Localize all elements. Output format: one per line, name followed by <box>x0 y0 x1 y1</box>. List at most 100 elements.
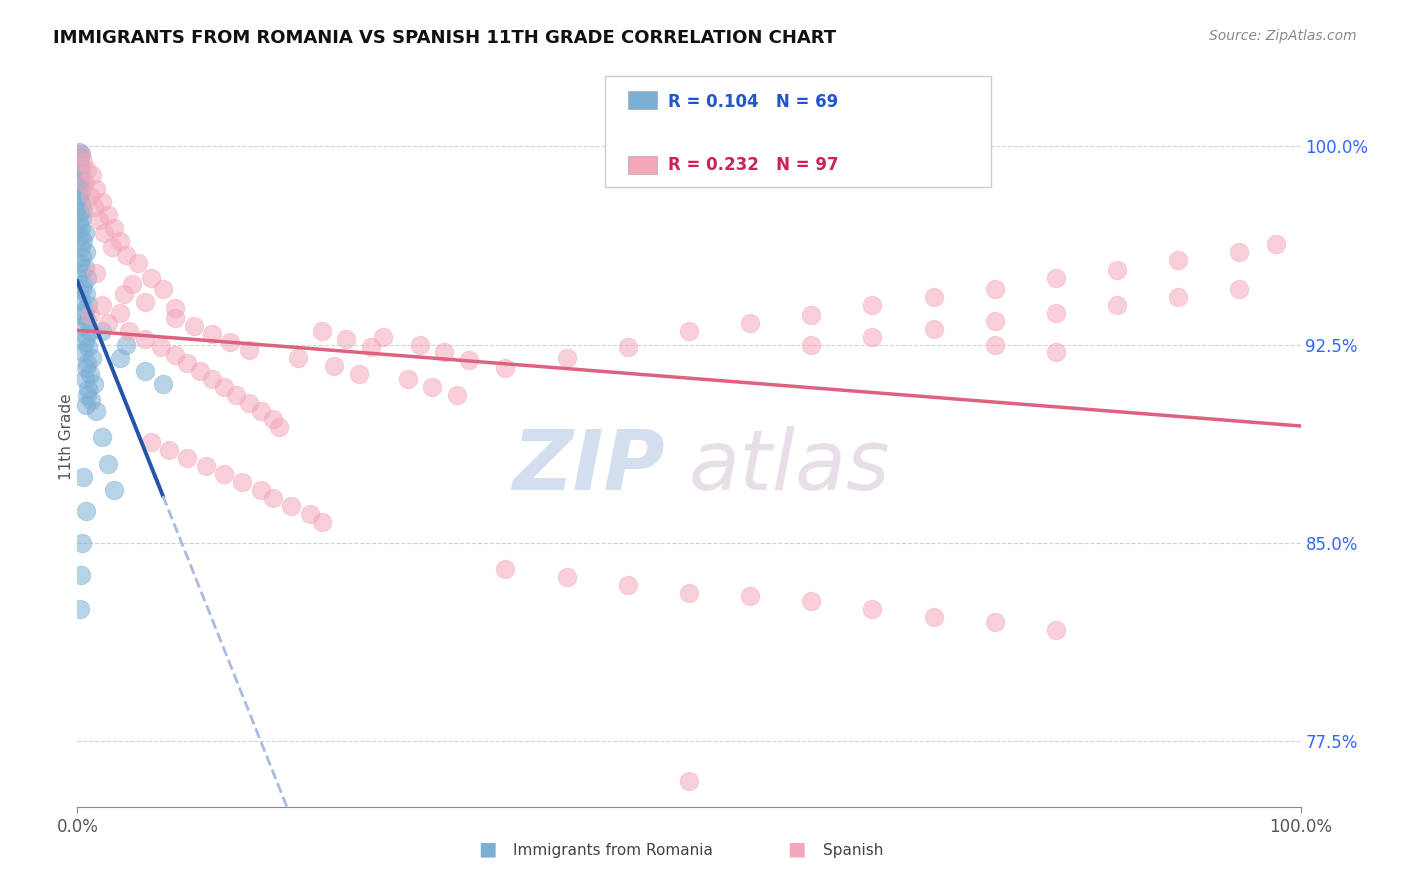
Point <box>201 372 224 386</box>
Point <box>72 309 94 323</box>
Point <box>70 536 93 550</box>
Point <box>165 311 187 326</box>
Point <box>183 319 205 334</box>
Point <box>73 227 96 241</box>
Point <box>69 189 91 203</box>
Point <box>77 383 100 397</box>
Point <box>70 147 93 161</box>
Point <box>70 282 93 296</box>
Point <box>67 169 90 183</box>
Point <box>97 457 120 471</box>
Point <box>90 298 112 312</box>
Point <box>67 178 90 193</box>
Point <box>73 334 96 349</box>
Point <box>69 158 91 172</box>
Point <box>77 340 100 354</box>
Point <box>69 150 91 164</box>
Point <box>1167 252 1189 267</box>
Point <box>72 155 94 169</box>
Point <box>287 351 309 365</box>
Text: atlas: atlas <box>689 426 890 508</box>
Point <box>70 319 93 334</box>
Point <box>90 430 112 444</box>
Point <box>420 380 443 394</box>
Point <box>862 298 884 312</box>
Point <box>250 483 273 497</box>
Point <box>79 367 101 381</box>
Point <box>80 351 103 365</box>
Point <box>67 192 90 206</box>
Point <box>70 240 93 254</box>
Point <box>70 184 93 198</box>
Point <box>70 197 93 211</box>
Point <box>212 380 235 394</box>
Point <box>108 235 131 249</box>
Point <box>617 578 640 592</box>
Text: ■: ■ <box>787 839 806 858</box>
Point <box>922 290 945 304</box>
Point <box>97 208 120 222</box>
Point <box>201 326 224 341</box>
Point <box>1265 237 1288 252</box>
Point <box>984 282 1007 296</box>
Point <box>157 443 180 458</box>
Point <box>75 287 97 301</box>
Point <box>862 329 884 343</box>
Point <box>371 329 394 343</box>
Point <box>238 343 260 357</box>
Point <box>678 324 700 338</box>
Point <box>84 403 107 417</box>
Point <box>152 377 174 392</box>
Point <box>800 309 823 323</box>
Point <box>118 324 141 338</box>
Point <box>70 211 93 225</box>
Point <box>100 240 122 254</box>
Point <box>194 459 217 474</box>
Point <box>70 147 93 161</box>
Point <box>84 266 107 280</box>
Point <box>69 205 91 219</box>
Point <box>73 303 96 318</box>
Point <box>740 589 762 603</box>
Point <box>77 298 100 312</box>
Point <box>1045 345 1067 359</box>
Point <box>1229 282 1251 296</box>
Point <box>262 411 284 425</box>
Point <box>73 260 96 275</box>
Text: Spanish: Spanish <box>823 843 883 858</box>
Point <box>72 345 94 359</box>
Point <box>69 229 91 244</box>
Text: R = 0.232   N = 97: R = 0.232 N = 97 <box>668 156 838 174</box>
Point <box>73 176 96 190</box>
Point <box>433 345 456 359</box>
Point <box>69 602 91 616</box>
Point <box>231 475 253 489</box>
Point <box>678 586 700 600</box>
Point <box>238 395 260 409</box>
Text: Immigrants from Romania: Immigrants from Romania <box>513 843 713 858</box>
Point <box>446 388 468 402</box>
Point <box>72 235 94 249</box>
Point <box>280 499 302 513</box>
Point <box>617 340 640 354</box>
Point <box>176 356 198 370</box>
Point <box>188 364 211 378</box>
Point <box>90 194 112 209</box>
Point <box>1107 298 1129 312</box>
Point <box>79 189 101 203</box>
Point <box>80 169 103 183</box>
Point <box>984 314 1007 328</box>
Point <box>495 361 517 376</box>
Point <box>76 163 98 178</box>
Point <box>134 332 156 346</box>
Point <box>75 398 97 412</box>
Point <box>457 353 479 368</box>
Point <box>121 277 143 291</box>
Point <box>139 435 162 450</box>
Point <box>112 287 135 301</box>
Point <box>75 361 97 376</box>
Point <box>75 244 97 259</box>
Point <box>360 340 382 354</box>
Point <box>1107 263 1129 277</box>
Point <box>67 216 90 230</box>
